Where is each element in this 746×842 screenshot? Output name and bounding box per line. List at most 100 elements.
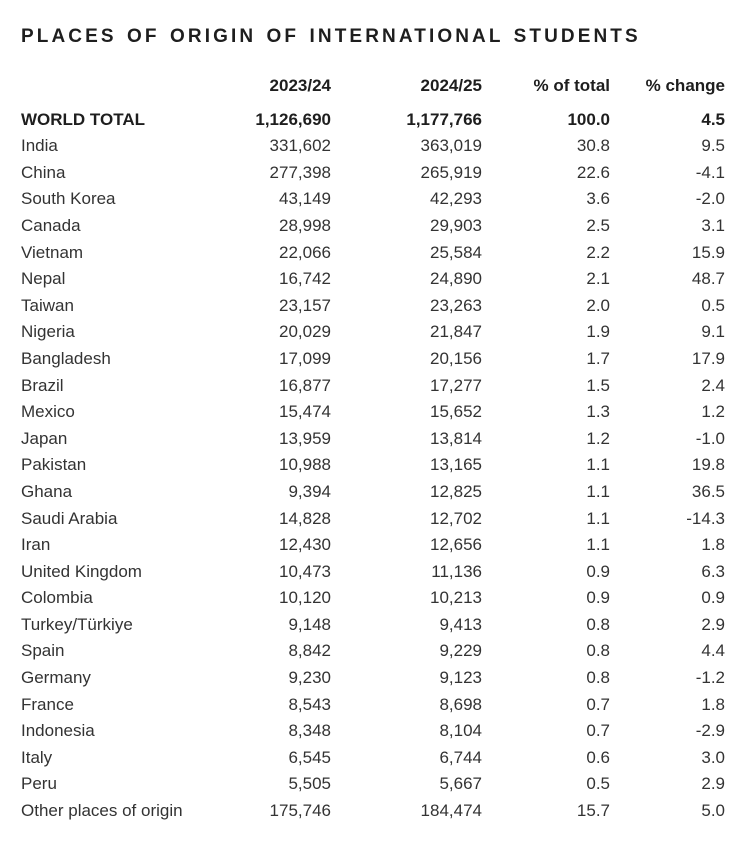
- value-cell: 5.0: [701, 801, 725, 821]
- table-row: Turkey/Türkiye 9,148 9,413 0.8 2.9: [21, 612, 725, 639]
- value-cell: 8,842: [288, 641, 331, 661]
- table-row: Other places of origin 175,746 184,474 15.7…: [21, 798, 725, 825]
- country-cell: France: [21, 694, 74, 714]
- value-cell: 9,123: [439, 668, 482, 688]
- country-cell: Canada: [21, 215, 81, 235]
- value-cell: 36.5: [691, 481, 725, 501]
- value-cell: 12,825: [430, 481, 482, 501]
- value-cell: 0.9: [586, 561, 610, 581]
- value-cell: 3.6: [586, 189, 610, 209]
- country-cell: WORLD TOTAL: [21, 109, 146, 129]
- value-cell: 1.2: [701, 402, 725, 422]
- country-cell: China: [21, 162, 66, 182]
- value-cell: 48.7: [691, 269, 725, 289]
- value-cell: 15.7: [576, 801, 610, 821]
- country-cell: Nepal: [21, 269, 66, 289]
- value-cell: 9,148: [288, 614, 331, 634]
- value-cell: 0.5: [701, 295, 725, 315]
- value-cell: 21,847: [430, 322, 482, 342]
- value-cell: 363,019: [420, 136, 482, 156]
- page-title: PLACES OF ORIGIN OF INTERNATIONAL STUDEN…: [21, 26, 641, 47]
- value-cell: 42,293: [430, 189, 482, 209]
- value-cell: 265,919: [420, 162, 482, 182]
- table-row: United Kingdom 10,473 11,136 0.9 6.3: [21, 559, 725, 586]
- value-cell: 10,120: [279, 588, 331, 608]
- value-cell: 4.4: [701, 641, 725, 661]
- value-cell: 1.1: [586, 481, 610, 501]
- value-cell: 2.2: [586, 242, 610, 262]
- value-cell: 9.5: [701, 136, 725, 156]
- column-header-2024-25: 2024/25: [420, 76, 482, 95]
- country-cell: Iran: [21, 535, 51, 555]
- column-header-pct-change: % change: [645, 76, 725, 95]
- value-cell: 22,066: [279, 242, 331, 262]
- value-cell: 0.7: [586, 721, 610, 741]
- value-cell: 30.8: [576, 136, 610, 156]
- country-cell: Saudi Arabia: [21, 508, 118, 528]
- value-cell: 10,473: [279, 561, 331, 581]
- value-cell: 19.8: [691, 455, 725, 475]
- value-cell: 0.9: [701, 588, 725, 608]
- country-cell: Bangladesh: [21, 348, 111, 368]
- value-cell: 2.4: [701, 375, 725, 395]
- header-row: 2023/24 2024/25 % of total % change: [21, 73, 725, 107]
- value-cell: 1,177,766: [406, 109, 482, 129]
- table-row: Iran 12,430 12,656 1.1 1.8: [21, 532, 725, 559]
- table-row: Mexico 15,474 15,652 1.3 1.2: [21, 399, 725, 426]
- value-cell: 1.1: [586, 535, 610, 555]
- value-cell: 11,136: [431, 561, 482, 581]
- country-cell: Peru: [21, 774, 57, 794]
- table-row: Nepal 16,742 24,890 2.1 48.7: [21, 266, 725, 293]
- value-cell: 9,230: [288, 668, 331, 688]
- table-row: Saudi Arabia 14,828 12,702 1.1 -14.3: [21, 506, 725, 533]
- value-cell: 2.1: [586, 269, 610, 289]
- value-cell: 1.1: [586, 508, 610, 528]
- value-cell: 9,394: [288, 481, 331, 501]
- value-cell: 2.9: [701, 774, 725, 794]
- value-cell: 43,149: [279, 189, 331, 209]
- country-cell: Mexico: [21, 402, 75, 422]
- table-row: France 8,543 8,698 0.7 1.8: [21, 692, 725, 719]
- value-cell: 17,099: [279, 348, 331, 368]
- country-cell: Taiwan: [21, 295, 74, 315]
- country-cell: Pakistan: [21, 455, 87, 475]
- table-row: Brazil 16,877 17,277 1.5 2.4: [21, 373, 725, 400]
- table-row: China 277,398 265,919 22.6 -4.1: [21, 160, 725, 187]
- table-row: Canada 28,998 29,903 2.5 3.1: [21, 213, 725, 240]
- value-cell: 1.3: [586, 402, 610, 422]
- country-cell: Colombia: [21, 588, 93, 608]
- value-cell: 16,877: [279, 375, 331, 395]
- value-cell: 2.5: [586, 215, 610, 235]
- column-header-pct-of-total: % of total: [533, 76, 611, 95]
- value-cell: 1.1: [586, 455, 610, 475]
- value-cell: 8,698: [439, 694, 482, 714]
- value-cell: 16,742: [279, 269, 331, 289]
- value-cell: -2.0: [695, 189, 725, 209]
- value-cell: 2.9: [701, 614, 725, 634]
- value-cell: 1.7: [586, 348, 610, 368]
- table-row: Peru 5,505 5,667 0.5 2.9: [21, 771, 725, 798]
- table-body: WORLD TOTAL 1,126,690 1,177,766 100.0 4.5 Ind…: [21, 107, 725, 825]
- value-cell: 12,702: [430, 508, 482, 528]
- value-cell: 15.9: [691, 242, 725, 262]
- country-cell: Ghana: [21, 481, 73, 501]
- table-row: Taiwan 23,157 23,263 2.0 0.5: [21, 293, 725, 320]
- value-cell: 10,213: [430, 588, 482, 608]
- value-cell: -14.3: [686, 508, 725, 528]
- value-cell: 0.5: [586, 774, 610, 794]
- value-cell: 13,959: [279, 428, 331, 448]
- value-cell: -1.2: [695, 668, 725, 688]
- value-cell: 9.1: [701, 322, 725, 342]
- table-row: Colombia 10,120 10,213 0.9 0.9: [21, 585, 725, 612]
- table-row: Italy 6,545 6,744 0.6 3.0: [21, 745, 725, 772]
- value-cell: 8,104: [439, 721, 482, 741]
- value-cell: -1.0: [695, 428, 725, 448]
- value-cell: 28,998: [279, 215, 331, 235]
- value-cell: 1.8: [701, 694, 725, 714]
- value-cell: 20,029: [279, 322, 331, 342]
- country-cell: Vietnam: [21, 242, 84, 262]
- table-row: Ghana 9,394 12,825 1.1 36.5: [21, 479, 725, 506]
- country-cell: Turkey/Türkiye: [21, 614, 133, 634]
- value-cell: 3.0: [701, 747, 725, 767]
- table-row: Vietnam 22,066 25,584 2.2 15.9: [21, 240, 725, 267]
